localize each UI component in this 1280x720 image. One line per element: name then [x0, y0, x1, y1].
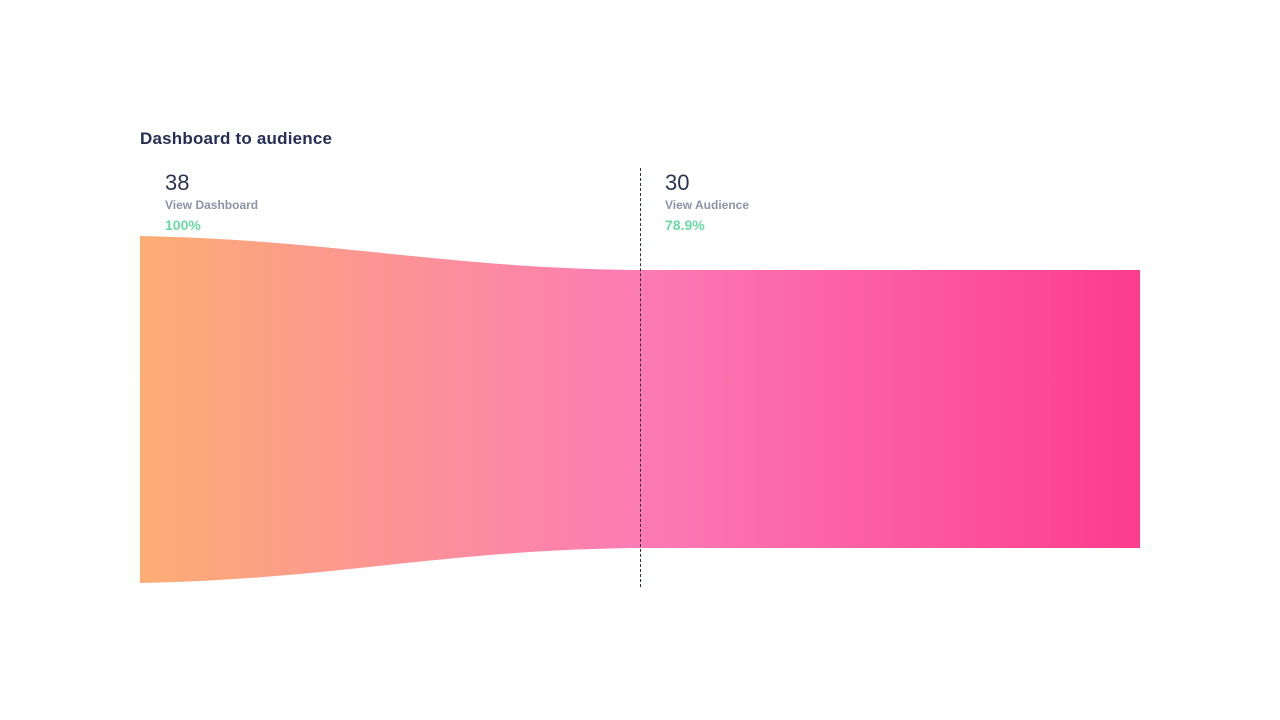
stage-value: 38 — [165, 170, 190, 195]
stage-label-view-audience: 30 View Audience 78.9% — [665, 170, 749, 233]
stage-label-view-dashboard: 38 View Dashboard 100% — [165, 170, 258, 233]
chart-title: Dashboard to audience — [140, 129, 333, 148]
stage-value: 30 — [665, 170, 690, 195]
stage-name: View Dashboard — [165, 198, 259, 212]
stage-divider-line — [640, 168, 641, 587]
stage-percent: 100% — [165, 217, 201, 233]
stage-name: View Audience — [665, 198, 750, 212]
stage-percent: 78.9% — [665, 217, 705, 233]
